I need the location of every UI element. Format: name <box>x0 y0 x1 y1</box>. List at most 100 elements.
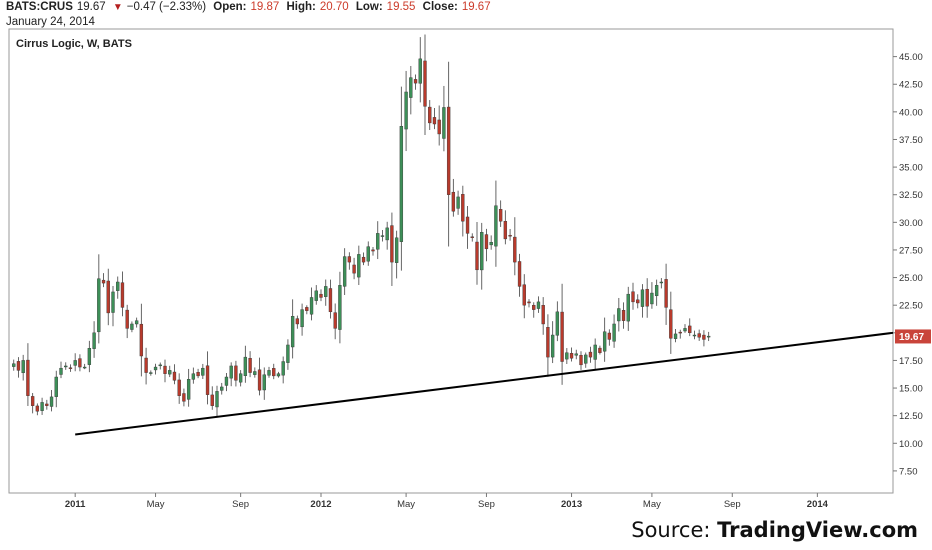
candle-up <box>650 292 654 305</box>
candle-down <box>182 393 186 402</box>
candle-up <box>64 365 68 368</box>
plot-area <box>8 28 894 494</box>
candle-down <box>361 256 366 263</box>
support-trendline <box>75 331 894 436</box>
candle-up <box>276 373 281 377</box>
candle-up <box>442 107 446 139</box>
candle-up <box>201 367 205 376</box>
candle-down <box>205 365 210 395</box>
source-prefix: Source: <box>631 518 718 542</box>
candle-up <box>54 376 58 397</box>
candle-up <box>654 285 659 297</box>
candle-up <box>342 256 347 287</box>
candle-up <box>186 379 191 400</box>
candle-up <box>130 323 134 330</box>
candle-up <box>692 334 697 337</box>
quote-header: BATS:CRUS 19.67 ▼ −0.47 (−2.33%) Open: 19.8… <box>6 0 495 29</box>
candle-down <box>607 332 612 340</box>
candle-down <box>636 299 640 304</box>
candle-down <box>569 353 574 359</box>
price-tick-label: 42.50 <box>899 80 923 91</box>
candle-down <box>319 293 323 298</box>
time-tick-label: May <box>397 499 415 510</box>
candle-up <box>111 291 115 313</box>
price-tick-label: 22.50 <box>899 301 923 312</box>
candle-down <box>30 396 35 406</box>
candle-down <box>446 106 451 195</box>
quote-date: January 24, 2014 <box>6 16 95 28</box>
candle-up <box>357 254 361 278</box>
candle-up <box>584 354 588 364</box>
last-price-label: 19.67 <box>899 332 924 343</box>
candle-down <box>432 117 437 125</box>
candle-up <box>267 370 271 376</box>
candle-up <box>12 363 16 367</box>
high-label: High: <box>286 1 316 13</box>
price-tick-label: 25.00 <box>899 273 923 284</box>
candle-down <box>196 372 200 377</box>
candle-up <box>116 281 120 291</box>
candle-down <box>413 79 418 84</box>
candle-up <box>286 344 290 363</box>
candle-down <box>645 288 649 307</box>
time-tick-label: Sep <box>478 499 495 510</box>
source-credit: Source: TradingView.com <box>631 518 918 542</box>
candle-down <box>484 234 489 250</box>
candle-up <box>550 334 555 358</box>
low-label: Low: <box>355 1 383 13</box>
candle-up <box>706 335 711 338</box>
candle-down <box>295 318 300 325</box>
price-tick-label: 10.00 <box>899 439 923 450</box>
candle-up <box>399 126 404 242</box>
time-tick-label: May <box>643 499 661 510</box>
candle-down <box>588 351 593 358</box>
price-tick-label: 27.50 <box>899 245 923 256</box>
candle-up <box>673 333 678 339</box>
candle-down <box>697 333 701 338</box>
candle-up <box>238 373 243 383</box>
candle-down <box>437 119 441 135</box>
chart-title: Cirrus Logic, W, BATS <box>16 38 132 50</box>
candle-down <box>598 347 602 353</box>
candle-up <box>220 386 224 391</box>
candle-up <box>309 297 314 315</box>
price-tick-label: 17.50 <box>899 356 923 367</box>
candle-down <box>352 264 356 274</box>
candle-up <box>565 352 569 360</box>
candle-down <box>78 358 82 368</box>
time-axis: 2011 May Sep 2012 May Sep 2013 May Sep 2014 <box>65 493 829 510</box>
candle-down <box>461 194 465 222</box>
candle-down <box>664 279 668 308</box>
candle-up <box>149 372 153 374</box>
candle-down <box>248 358 252 373</box>
candle-up <box>300 309 304 328</box>
candle-down <box>527 301 531 304</box>
price-axis: 7.5010.0012.5015.0017.5020.0022.5025.002… <box>893 52 923 477</box>
candle-up <box>82 366 87 369</box>
open-label: Open: <box>213 1 247 13</box>
price-tick-label: 7.50 <box>899 466 918 477</box>
candle-down <box>106 280 110 314</box>
candle-up <box>243 356 248 376</box>
time-tick-label: 2011 <box>65 499 86 510</box>
price-tick-label: 12.50 <box>899 411 923 422</box>
candle-up <box>536 301 541 309</box>
candles <box>12 34 711 417</box>
candle-up <box>21 360 25 374</box>
close-value: 19.67 <box>461 1 491 13</box>
high-value: 20.70 <box>319 1 349 13</box>
candle-down <box>172 371 177 381</box>
candle-up <box>158 364 162 367</box>
candle-up <box>49 396 54 407</box>
candle-down <box>347 256 352 263</box>
candle-down <box>423 60 427 107</box>
candle-up <box>376 233 380 250</box>
open-value: 19.87 <box>250 1 280 13</box>
candle-down <box>560 311 564 362</box>
candle-down <box>163 365 167 374</box>
time-tick-label: Sep <box>724 499 741 510</box>
time-tick-label: May <box>147 499 165 510</box>
candle-up <box>262 374 266 391</box>
candle-down <box>541 305 545 325</box>
candle-up <box>366 246 370 262</box>
